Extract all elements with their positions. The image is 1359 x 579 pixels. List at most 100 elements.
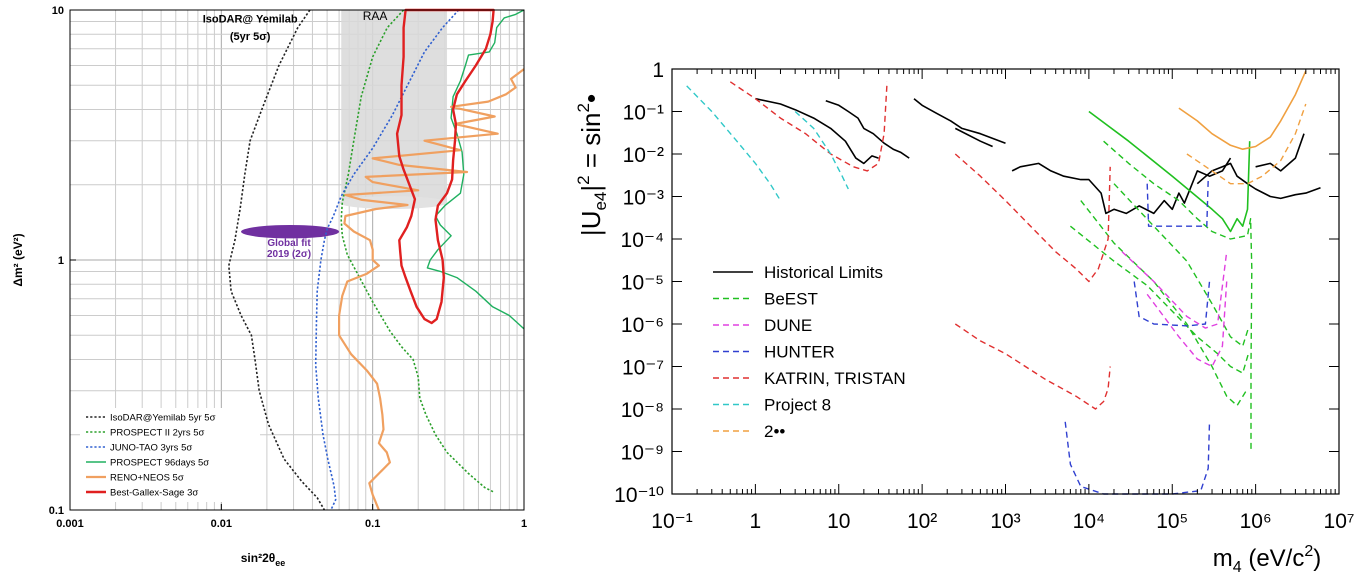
left-legend-box (80, 408, 260, 502)
right-x-axis-label: m4 (eV/c2) (1213, 543, 1322, 576)
raa-region (341, 10, 448, 203)
right-x-tick-label: 1 (750, 510, 762, 533)
right-x-tick-label: 10⁻¹ (651, 510, 692, 533)
left-y-axis-label: Δm² (eV²) (11, 233, 25, 286)
left-series (228, 8, 525, 511)
right-y-label-end: • (576, 94, 606, 103)
right-x-tick-label: 10⁷ (1324, 510, 1355, 533)
right-y-tick-label: 10⁻⁵ (621, 272, 664, 295)
left-y-tick-label: 1 (58, 255, 64, 267)
left-legend-label: PROSPECT II 2yrs 5σ (110, 428, 205, 439)
global-fit-annotation-line2: 2019 (2σ) (267, 249, 311, 260)
right-x-tick-label: 10² (907, 510, 937, 533)
right-chart: 10⁻¹ 1 10 10² 10³ 10⁴ 10⁵ 10⁶ 10⁷ 1 10⁻¹ 10⁻² 10⁻³ 10… (574, 59, 1354, 576)
right-y-label-sup2: 2 (574, 103, 593, 112)
right-y-tick-label: 10⁻⁶ (621, 314, 664, 337)
isodar-annotation-line2: (5yr 5σ) (230, 31, 271, 43)
left-legend-label: RENO+NEOS 5σ (110, 473, 184, 484)
right-y-label-post: | (576, 185, 606, 192)
left-x-tick-label: 0.1 (365, 518, 380, 530)
right-legend: Historical Limits BeEST DUNE HUNTER KATRIN, … (713, 263, 906, 441)
right-series-0 (1255, 133, 1305, 172)
left-legend: IsoDAR@Yemilab 5yr 5σ PROSPECT II 2yrs 5σ… (80, 408, 260, 502)
right-series-6 (794, 110, 849, 190)
right-series-1 (1113, 183, 1250, 347)
right-y-tick-label: 10⁻¹ (623, 102, 664, 125)
left-regions (241, 10, 448, 239)
right-series-5 (954, 153, 1111, 283)
prospect-ii-curve (340, 9, 494, 493)
right-y-axis-label: |Ue4|2 = sin2• (574, 94, 610, 236)
left-y-tick-label: 0.1 (49, 505, 64, 517)
right-x-tick-label: 10⁶ (1240, 510, 1272, 533)
right-legend-label: Historical Limits (764, 263, 883, 282)
right-series-6 (686, 85, 782, 201)
right-series-2 (1088, 110, 1251, 233)
right-legend-label: 2•• (764, 422, 785, 441)
right-series-5 (954, 323, 1111, 410)
right-y-tick-label: 1 (652, 59, 664, 82)
left-legend-label: PROSPECT 96days 5σ (110, 458, 209, 469)
right-x-tick-label: 10⁵ (1156, 510, 1188, 533)
right-y-tick-label: 10⁻³ (623, 187, 664, 210)
right-y-tick-label: 10⁻⁴ (621, 229, 664, 252)
left-ticks: 0.001 0.01 0.1 1 0.1 1 10 (49, 5, 527, 530)
left-x-tick-label: 0.01 (211, 518, 232, 530)
right-y-tick-label: 10⁻¹⁰ (614, 484, 664, 507)
right-series-1 (1080, 200, 1249, 407)
left-y-tick-label: 10 (52, 5, 64, 17)
left-legend-label: JUNO-TAO 3yrs 5σ (110, 443, 192, 454)
isodar-curve (228, 9, 326, 511)
prospect-96days-curve (426, 9, 525, 330)
right-ticks: 10⁻¹ 1 10 10² 10³ 10⁴ 10⁵ 10⁶ 10⁷ 1 10⁻¹ 10⁻² 10⁻³ 10… (614, 59, 1354, 533)
right-series-7 (1178, 70, 1307, 150)
right-series-1 (1069, 225, 1250, 374)
right-series-0 (1011, 157, 1232, 215)
right-y-label-sup: 2 (574, 175, 593, 184)
raa-annotation: RAA (363, 9, 388, 23)
left-legend-label: Best-Gallex-Sage 3σ (110, 488, 198, 499)
right-series-8 (1186, 103, 1307, 185)
right-legend-label: DUNE (764, 316, 812, 335)
right-series-3 (1121, 251, 1228, 329)
left-chart: 0.001 0.01 0.1 1 0.1 1 10 IsoDAR@ Yemilab (5yr… (11, 5, 527, 568)
right-x-tick-label: 10 (827, 510, 850, 533)
right-legend-label: BeEST (764, 290, 818, 309)
right-series-4 (1146, 179, 1209, 227)
right-x-label-end: ) (1313, 545, 1321, 572)
global-fit-annotation-line1: Global fit (267, 238, 311, 249)
right-series-0 (825, 99, 910, 159)
right-y-label-tail: = sin (576, 113, 606, 176)
right-x-label-pre: m (1213, 545, 1233, 572)
right-series-0 (1196, 162, 1321, 200)
right-series-1 (1103, 140, 1253, 452)
left-x-tick-label: 0.001 (56, 518, 84, 530)
left-legend-label: IsoDAR@Yemilab 5yr 5σ (110, 413, 216, 424)
left-x-tick-label: 1 (521, 518, 527, 530)
best-gallex-sage-curve (395, 8, 495, 325)
right-legend-label: HUNTER (764, 343, 835, 362)
right-series-0 (913, 98, 1006, 144)
right-series-0 (755, 97, 879, 165)
right-legend-label: KATRIN, TRISTAN (764, 369, 906, 388)
right-x-tick-label: 10⁴ (1073, 510, 1105, 533)
right-y-tick-label: 10⁻⁹ (621, 442, 664, 465)
right-plot-background (672, 69, 1339, 494)
right-y-label-pre: |U (576, 211, 606, 237)
right-series-3 (1146, 281, 1228, 368)
right-y-tick-label: 10⁻⁷ (622, 357, 664, 380)
isodar-annotation-line1: IsoDAR@ Yemilab (203, 14, 298, 26)
right-x-label-sub: 4 (1233, 559, 1242, 576)
left-grid (69, 10, 524, 511)
right-series-5 (729, 81, 888, 172)
right-x-label-post: (eV/c (1242, 545, 1305, 572)
right-x-label-sup: 2 (1304, 543, 1313, 560)
left-x-axis-label-sub: ee (275, 558, 285, 568)
right-y-tick-label: 10⁻² (623, 144, 664, 167)
right-series-4 (1133, 281, 1211, 327)
right-x-tick-label: 10³ (990, 510, 1020, 533)
right-y-label-sub: e4 (591, 192, 610, 211)
left-x-axis-label-main: sin²2θ (241, 551, 276, 565)
right-series-0 (954, 127, 993, 148)
